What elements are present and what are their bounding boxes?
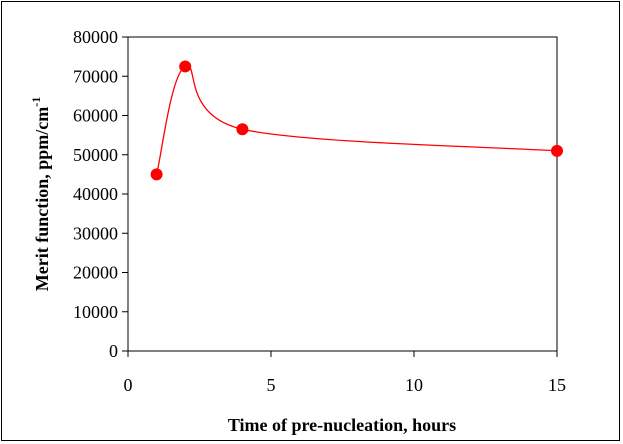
y-tick-label: 40000 xyxy=(73,184,118,204)
y-tick-label: 80000 xyxy=(73,27,118,47)
x-axis-title: Time of pre-nucleation, hours xyxy=(228,415,456,435)
y-tick-label: 20000 xyxy=(73,263,118,283)
data-point xyxy=(551,144,563,157)
plot-area: 0 10000 20000 30000 40000 50000 60000 70000 8000… xyxy=(73,27,566,395)
data-point xyxy=(179,60,192,73)
x-tick-label: 10 xyxy=(405,375,423,395)
y-tick-label: 60000 xyxy=(73,106,118,126)
y-axis-title: Merit function, ppm/cm-1 xyxy=(29,97,52,291)
y-tick-label: 70000 xyxy=(73,66,118,86)
data-point xyxy=(150,168,163,181)
y-tick-label: 50000 xyxy=(73,145,118,165)
y-tick-label: 30000 xyxy=(73,223,118,243)
y-tick-label: 10000 xyxy=(73,302,118,322)
plot-border xyxy=(127,36,558,352)
y-axis-title-main: Merit function, ppm/cm xyxy=(32,107,52,291)
x-tick-label: 15 xyxy=(548,375,566,395)
x-tick-label: 0 xyxy=(124,375,133,395)
y-axis-title-superscript: -1 xyxy=(29,97,43,107)
x-tick-label: 5 xyxy=(267,375,276,395)
data-point xyxy=(236,123,249,136)
series-line xyxy=(155,65,558,175)
y-tick-label: 0 xyxy=(109,341,118,361)
